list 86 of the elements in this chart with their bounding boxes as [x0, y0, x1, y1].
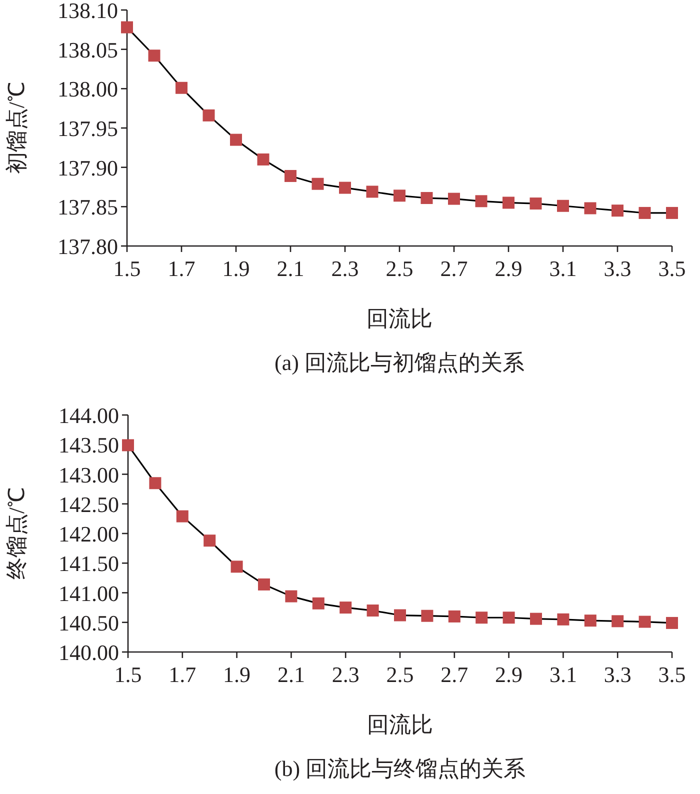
- y-tick-label: 141.50: [58, 551, 119, 576]
- y-tick-label: 142.00: [58, 522, 119, 546]
- x-tick-label: 3.5: [658, 662, 686, 687]
- x-tick-label: 2.9: [495, 662, 523, 687]
- y-tick-label: 142.50: [58, 492, 119, 517]
- point: [176, 510, 188, 522]
- point: [666, 616, 678, 629]
- x-tick-label: 3.3: [604, 662, 632, 687]
- y-tick-label: 138.05: [58, 37, 118, 62]
- x-tick-label: 2.5: [386, 662, 414, 687]
- x-axis-title: 回流比: [366, 306, 432, 331]
- x-tick-label: 1.9: [222, 256, 250, 281]
- point: [257, 153, 270, 166]
- x-tick-label: 2.3: [332, 662, 360, 687]
- point: [176, 82, 188, 94]
- point: [502, 612, 515, 624]
- y-tick-label: 141.00: [58, 580, 119, 606]
- x-tick-label: 3.5: [658, 256, 686, 281]
- x-tick-label: 2.1: [276, 256, 304, 281]
- point: [230, 560, 243, 573]
- y-tick-label: 137.90: [58, 155, 118, 180]
- y-tick-label: 143.00: [58, 462, 119, 488]
- point: [394, 190, 406, 202]
- point: [421, 610, 434, 622]
- point: [366, 604, 379, 617]
- point: [121, 21, 133, 34]
- point: [230, 134, 242, 146]
- point: [202, 109, 215, 122]
- point: [612, 204, 624, 217]
- point: [340, 602, 352, 614]
- point: [339, 182, 351, 194]
- y-tick-label: 137.95: [58, 116, 118, 141]
- x-tick-label: 1.5: [113, 256, 141, 281]
- y-axis-title: 终馏点/℃: [4, 487, 29, 580]
- point: [638, 206, 651, 219]
- x-tick-label: 3.1: [549, 256, 577, 281]
- x-tick-label: 3.1: [549, 662, 577, 687]
- point: [530, 612, 542, 625]
- x-tick-label: 2.1: [277, 662, 305, 687]
- point: [204, 534, 216, 547]
- point: [122, 439, 134, 452]
- point: [584, 614, 596, 627]
- y-tick-label: 138.10: [58, 0, 118, 23]
- text: (a) 回流比与初馏点的关系: [274, 350, 524, 375]
- x-tick-label: 2.5: [386, 256, 414, 281]
- point: [420, 192, 433, 204]
- point: [285, 590, 298, 602]
- point: [312, 178, 324, 190]
- y-tick-label: 137.85: [58, 194, 118, 220]
- x-tick-label: 2.3: [331, 256, 359, 281]
- point: [448, 610, 460, 622]
- y-tick-label: 138.00: [58, 76, 118, 102]
- y-tick-label: 140.00: [58, 640, 119, 665]
- x-tick-label: 2.9: [494, 256, 522, 281]
- y-tick-label: 144.00: [58, 403, 119, 428]
- point: [284, 170, 296, 182]
- point: [258, 578, 270, 590]
- point: [366, 186, 378, 198]
- y-tick-label: 137.80: [58, 234, 118, 259]
- x-tick-label: 2.7: [440, 662, 468, 687]
- point: [666, 206, 678, 219]
- x-tick-label: 3.3: [604, 256, 632, 281]
- point: [638, 616, 651, 628]
- text: (b) 回流比与终馏点的关系: [274, 756, 526, 781]
- point: [148, 50, 160, 62]
- point: [448, 192, 460, 205]
- x-tick-label: 1.9: [223, 662, 251, 687]
- x-tick-label: 1.5: [114, 662, 142, 687]
- point: [312, 597, 324, 610]
- y-tick-label: 140.50: [58, 610, 119, 636]
- y-tick-label: 143.50: [58, 432, 119, 458]
- point: [612, 615, 624, 628]
- point: [557, 613, 570, 626]
- y-axis-title: 初馏点/℃: [4, 82, 29, 174]
- point: [502, 196, 514, 209]
- point: [475, 195, 488, 208]
- point: [394, 609, 406, 622]
- x-tick-label: 1.7: [168, 256, 196, 281]
- x-tick-label: 1.7: [168, 662, 196, 687]
- x-tick-label: 2.7: [440, 256, 468, 281]
- point: [476, 612, 488, 624]
- point: [530, 198, 542, 210]
- point: [557, 200, 569, 212]
- point: [584, 202, 596, 214]
- x-axis-title: 回流比: [367, 712, 433, 737]
- point: [149, 477, 162, 490]
